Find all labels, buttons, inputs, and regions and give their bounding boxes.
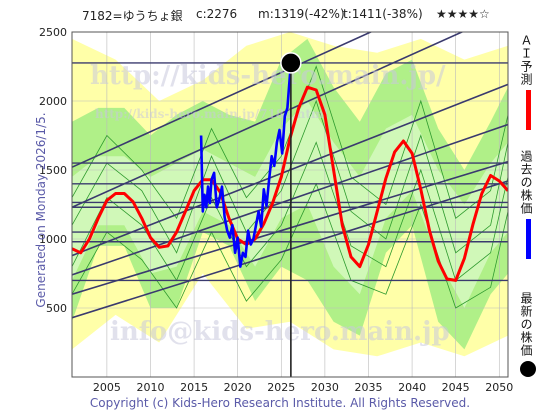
rating-stars: ★★★★☆ [436,7,490,21]
y-tick-label-1500: 1500 [39,164,67,177]
y-tick-label-500: 500 [46,302,67,315]
watermark-text-1: http://kids-hero.main.jp/7182.html [95,107,329,121]
legend-past-price-label: 過去の株価 [519,150,533,215]
min-price-label: m:1319(-42%) [258,7,345,21]
target-price-label: t:1411(-38%) [343,7,423,21]
plot-frame [71,31,509,378]
watermark-text-2: info@kids-hero.main.jp [110,317,450,347]
generated-date: Generated on Monday 2026/1/5. [34,112,48,308]
ai-forecast-line [72,85,508,282]
x-tick-label-2030: 2030 [311,381,339,394]
copyright-footer: Copyright (c) Kids-Hero Research Institu… [89,396,471,410]
y-tick-label-2500: 2500 [39,26,67,39]
legend-past-price-swatch [525,219,531,259]
trend-channel-line-3 [72,123,508,276]
y-tick-label-2000: 2000 [39,95,67,108]
x-tick-label-2015: 2015 [180,381,208,394]
x-tick-label-2010: 2010 [136,381,164,394]
legend-ai-forecast-swatch [525,90,531,130]
latest-price-dot [280,52,302,74]
legend-latest-price-label: 最新の株価 [519,292,533,357]
ticker-label: 7182=ゆうちょ銀 [82,9,183,23]
x-tick-label-2050: 2050 [485,381,513,394]
legend-ai-forecast-label: ＡＩ予測 [519,34,533,86]
x-tick-label-2020: 2020 [224,381,252,394]
legend-ai-forecast: ＡＩ予測 [518,34,538,130]
y-tick-label-1000: 1000 [39,233,67,246]
scenario-line-3 [72,182,508,309]
x-tick-label-2040: 2040 [398,381,426,394]
x-tick-label-2035: 2035 [354,381,382,394]
watermark-text-0: http://kids-hero.main.jp/ [90,61,446,91]
x-tick-label-2005: 2005 [93,381,121,394]
past-price-line [199,62,293,268]
legend-past-price: 過去の株価 [518,150,538,259]
x-tick-label-2045: 2045 [442,381,470,394]
legend-latest-price-dot [520,361,536,377]
trend-channel-line-5 [72,180,508,319]
current-price-label: c:2276 [196,7,238,21]
x-tick-label-2025: 2025 [267,381,295,394]
scenario-line-0 [72,99,508,254]
legend-latest-price: 最新の株価 [518,292,538,377]
trend-channel-line-1 [72,32,464,209]
